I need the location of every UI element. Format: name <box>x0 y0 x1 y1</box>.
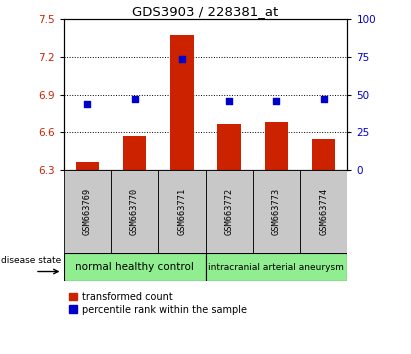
Bar <box>300 170 347 253</box>
Bar <box>76 162 99 170</box>
Bar <box>64 253 206 281</box>
Point <box>226 98 233 103</box>
Text: disease state: disease state <box>1 256 62 265</box>
Title: GDS3903 / 228381_at: GDS3903 / 228381_at <box>132 5 279 18</box>
Bar <box>253 170 300 253</box>
Text: GSM663771: GSM663771 <box>178 188 186 235</box>
Text: GSM663770: GSM663770 <box>130 188 139 235</box>
Text: GSM663772: GSM663772 <box>225 188 233 235</box>
Legend: transformed count, percentile rank within the sample: transformed count, percentile rank withi… <box>69 292 247 314</box>
Text: GSM663773: GSM663773 <box>272 188 281 235</box>
Bar <box>206 253 347 281</box>
Point <box>84 101 90 107</box>
Bar <box>265 122 288 170</box>
Point <box>273 98 279 103</box>
Bar <box>217 124 241 170</box>
Bar <box>64 170 111 253</box>
Bar <box>111 170 158 253</box>
Bar <box>206 170 253 253</box>
Point <box>321 96 327 102</box>
Bar <box>158 170 206 253</box>
Point <box>178 56 185 62</box>
Text: GSM663769: GSM663769 <box>83 188 92 235</box>
Bar <box>312 138 335 170</box>
Bar <box>123 136 146 170</box>
Point <box>132 96 138 102</box>
Text: intracranial arterial aneurysm: intracranial arterial aneurysm <box>208 263 344 272</box>
Bar <box>170 35 194 170</box>
Text: normal healthy control: normal healthy control <box>75 262 194 272</box>
Text: GSM663774: GSM663774 <box>319 188 328 235</box>
